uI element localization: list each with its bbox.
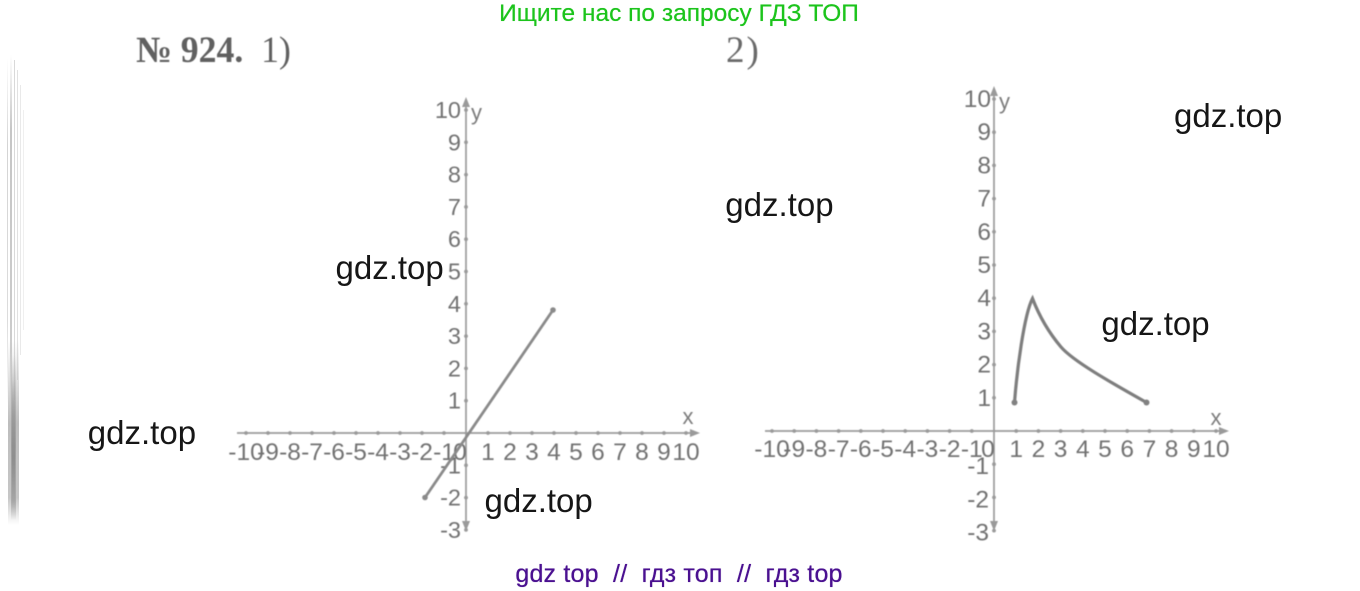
svg-text:-10: -10 <box>754 436 789 463</box>
svg-text:1: 1 <box>1009 436 1023 463</box>
svg-text:1: 1 <box>448 388 461 414</box>
svg-text:-2: -2 <box>967 486 989 513</box>
svg-text:7: 7 <box>977 186 991 213</box>
svg-text:-4: -4 <box>894 436 916 463</box>
svg-text:-5: -5 <box>345 439 367 466</box>
svg-text:8: 8 <box>448 162 461 188</box>
svg-text:-5: -5 <box>872 436 894 463</box>
svg-text:7: 7 <box>448 194 461 220</box>
svg-text:3: 3 <box>525 439 539 466</box>
svg-text:4: 4 <box>977 285 991 312</box>
svg-text:9: 9 <box>448 129 461 155</box>
svg-text:7: 7 <box>613 439 627 466</box>
svg-text:-1: -1 <box>967 453 989 480</box>
svg-text:7: 7 <box>1143 436 1157 463</box>
svg-text:-8: -8 <box>279 439 301 466</box>
svg-text:-9: -9 <box>783 436 805 463</box>
svg-text:-2: -2 <box>411 439 433 466</box>
svg-text:x: x <box>1211 405 1222 430</box>
svg-text:8: 8 <box>1165 436 1179 463</box>
svg-text:3: 3 <box>977 318 991 345</box>
svg-text:y: y <box>999 89 1010 114</box>
svg-text:10: 10 <box>1202 436 1229 463</box>
svg-text:-6: -6 <box>850 436 872 463</box>
svg-text:-6: -6 <box>323 439 345 466</box>
svg-text:5: 5 <box>448 259 461 285</box>
svg-text:9: 9 <box>977 119 991 146</box>
svg-text:6: 6 <box>591 439 605 466</box>
svg-text:-3: -3 <box>917 436 939 463</box>
svg-text:-3: -3 <box>389 439 411 466</box>
svg-text:-4: -4 <box>367 439 389 466</box>
svg-text:-7: -7 <box>828 436 850 463</box>
svg-text:3: 3 <box>1054 436 1068 463</box>
svg-text:10: 10 <box>964 86 991 113</box>
svg-text:2: 2 <box>503 439 517 466</box>
svg-text:-8: -8 <box>806 436 828 463</box>
svg-text:6: 6 <box>1120 436 1134 463</box>
svg-text:-1: -1 <box>440 452 461 478</box>
svg-text:4: 4 <box>1076 436 1090 463</box>
svg-text:8: 8 <box>977 152 991 179</box>
svg-text:-9: -9 <box>257 439 279 466</box>
svg-text:-3: -3 <box>967 520 989 547</box>
svg-text:3: 3 <box>448 323 461 349</box>
svg-text:0: 0 <box>981 436 995 463</box>
svg-text:9: 9 <box>657 439 671 466</box>
svg-text:10: 10 <box>435 97 461 123</box>
svg-text:2: 2 <box>1032 436 1046 463</box>
svg-text:-3: -3 <box>440 517 461 543</box>
svg-text:6: 6 <box>448 226 461 252</box>
svg-text:-2: -2 <box>939 436 961 463</box>
svg-text:-2: -2 <box>440 485 461 511</box>
svg-text:-1: -1 <box>961 436 983 463</box>
svg-text:-7: -7 <box>301 439 323 466</box>
svg-text:1: 1 <box>481 439 495 466</box>
svg-text:8: 8 <box>635 439 649 466</box>
svg-text:x: x <box>683 404 694 429</box>
svg-text:6: 6 <box>977 219 991 246</box>
svg-text:-10: -10 <box>228 439 263 466</box>
svg-text:5: 5 <box>977 252 991 279</box>
svg-text:5: 5 <box>1098 436 1112 463</box>
svg-text:y: y <box>471 100 482 125</box>
svg-text:0: 0 <box>453 439 467 466</box>
svg-text:2: 2 <box>448 355 461 381</box>
svg-text:4: 4 <box>547 439 561 466</box>
svg-text:5: 5 <box>569 439 583 466</box>
svg-text:2: 2 <box>977 352 991 379</box>
svg-text:10: 10 <box>672 439 699 466</box>
svg-text:9: 9 <box>1187 436 1201 463</box>
svg-text:4: 4 <box>448 291 461 317</box>
svg-text:1: 1 <box>977 385 991 412</box>
